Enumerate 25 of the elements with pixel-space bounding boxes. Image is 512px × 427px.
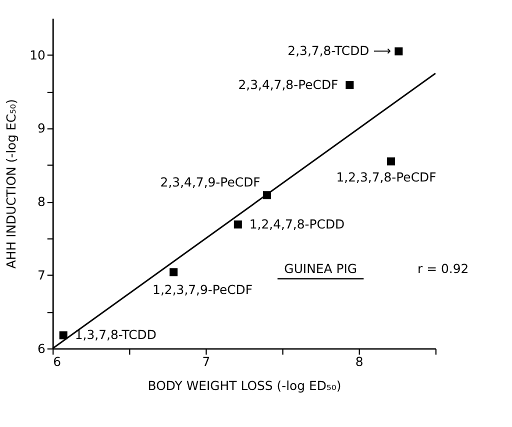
annotation: 2,3,4,7,9-PeCDF [160,174,260,190]
y-tick-label: 8 [38,194,46,210]
annotation: 1,2,3,7,8-PeCDF [336,169,436,184]
y-axis-title: AHH INDUCTION (-log EC₅₀) [3,99,18,269]
point [387,157,396,166]
y-tick-label: 9 [38,120,46,136]
annotation: GUINEA PIG [284,261,358,276]
point [394,47,403,56]
point [59,331,68,340]
y-tick-label: 10 [30,47,46,62]
x-tick-label: 6 [53,354,62,370]
annotation: 1,2,3,7,9-PeCDF [152,282,253,298]
y-tick-label: 7 [38,267,46,282]
x-tick-label: 7 [202,354,210,370]
annotation: 2,3,4,7,8-PeCDF [238,76,338,92]
point [346,81,354,90]
point [170,268,178,276]
annotation: 2,3,7,8-TCDD ⟶ [288,43,392,58]
x-axis-title: BODY WEIGHT LOSS (-log ED₅₀) [148,378,342,394]
point [234,220,242,228]
annotation: r = 0.92 [418,261,469,276]
y-tick-label: 6 [38,340,46,356]
annotation: 1,2,4,7,8-PCDD [249,216,345,232]
x-tick-label: 8 [355,354,364,370]
annotation: 1,3,7,8-TCDD [74,327,156,342]
